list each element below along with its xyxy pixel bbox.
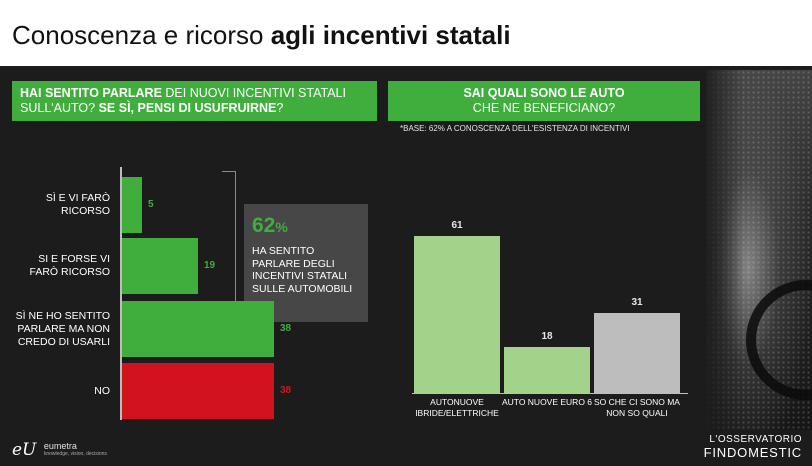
hbar-1	[122, 238, 198, 294]
stat-text: HA SENTITO PARLARE DEGLI INCENTIVI STATA…	[252, 245, 353, 295]
vbar-value-1: 18	[541, 330, 553, 342]
left-chart-axis	[120, 167, 122, 420]
stat-value: 62%	[252, 214, 288, 237]
right-question-box: SAI QUALI SONO LE AUTO CHE NE BENEFICIAN…	[388, 81, 700, 121]
eumetra-logo-mark: eU	[12, 440, 37, 460]
hbar-2	[122, 301, 274, 357]
eumetra-logo-name: eumetra	[43, 441, 77, 451]
vbar-label-1: AUTO NUOVE EURO 6	[501, 397, 593, 407]
hbar-0	[122, 177, 142, 233]
hbar-3	[122, 363, 274, 419]
hbar-label-3: NO	[94, 384, 110, 397]
right-question-line1: SAI QUALI SONO LE AUTO	[463, 86, 625, 100]
eumetra-logo-tagline: knowledge, vision, decisions	[43, 451, 107, 457]
findomestic-logo-line2: FINDOMESTIC	[703, 445, 802, 460]
hbar-value-1: 19	[204, 260, 216, 271]
vbar-2	[594, 313, 680, 393]
hbar-label-0: SÌ E VI FARÒ RICORSO	[45, 192, 110, 217]
vbar-1	[504, 346, 590, 393]
vbar-0	[414, 236, 500, 393]
left-question-box: HAI SENTITO PARLARE DEI NUOVI INCENTIVI …	[12, 81, 377, 121]
page-title: Conoscenza e ricorso agli incentivi stat…	[12, 20, 511, 50]
hbar-label-2: SÌ NE HO SENTITO PARLARE MA NON CREDO DI…	[15, 309, 110, 348]
car-types-bar-chart: 61 AUTONUOVE IBRIDE/ELETTRICHE 18 AUTO NUOV…	[404, 150, 700, 440]
hbar-value-3: 38	[280, 385, 292, 396]
hbar-label-1: SI E FORSE VI FARÒ RICORSO	[29, 253, 110, 278]
photo-fade	[706, 70, 812, 430]
vbar-label-0: AUTONUOVE IBRIDE/ELETTRICHE	[415, 397, 499, 418]
title-bar: Conoscenza e ricorso agli incentivi stat…	[0, 0, 812, 66]
findomestic-logo-line1: L'OSSERVATORIO	[709, 434, 802, 445]
findomestic-logo: L'OSSERVATORIO FINDOMESTIC	[704, 434, 802, 460]
vbar-label-2: SO CHE CI SONO MA NON SO QUALI	[594, 397, 680, 418]
base-note: *BASE: 62% A CONOSCENZA DELL'ESISTENZA D…	[400, 124, 630, 133]
vbar-value-0: 61	[451, 220, 463, 232]
right-chart-axis	[412, 393, 688, 394]
background-photo	[706, 70, 812, 430]
right-question-line2: CHE NE BENEFICIANO?	[472, 101, 616, 115]
hbar-value-0: 5	[148, 199, 154, 210]
eumetra-logo: eU eumetra knowledge, vision, decisions	[12, 440, 107, 460]
hbar-value-2: 38	[280, 323, 292, 334]
vbar-value-2: 31	[631, 297, 643, 309]
